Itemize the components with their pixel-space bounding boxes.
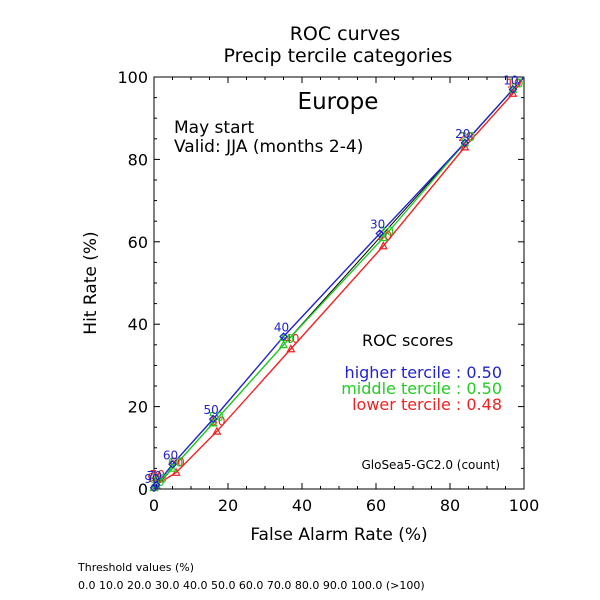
point-marker-higher-tercile — [208, 414, 218, 424]
point-marker-lower-tercile — [460, 142, 470, 151]
valid-label: Valid: JJA (months 2-4) — [174, 137, 363, 157]
point-marker-lower-tercile — [171, 467, 181, 476]
point-marker-lower-tercile — [508, 88, 518, 97]
x-tick-label: 40 — [292, 496, 312, 515]
threshold-label-lower-tercile: 10 — [506, 76, 521, 90]
model-label: GloSea5-GC2.0 (count) — [361, 458, 500, 472]
y-tick-label: 80 — [128, 150, 148, 169]
threshold-label-lower-tercile: 40 — [284, 332, 299, 346]
threshold-label-higher-tercile: 10 — [503, 73, 518, 87]
threshold-label-middle-tercile: 40 — [279, 332, 294, 346]
point-marker-lower-tercile — [212, 426, 222, 435]
threshold-values: 0.0 10.0 20.0 30.0 40.0 50.0 60.0 70.0 8… — [78, 579, 425, 592]
point-marker-middle-tercile — [208, 418, 218, 427]
threshold-heading: Threshold values (%) — [78, 561, 195, 574]
point-marker-middle-tercile — [378, 232, 388, 242]
y-tick-label: 100 — [117, 68, 148, 87]
y-axis-label: Hit Rate (%) — [81, 231, 101, 334]
x-tick-label: 0 — [149, 496, 159, 515]
region-label: Europe — [298, 89, 379, 115]
point-marker-middle-tercile — [278, 340, 289, 349]
x-tick-label: 60 — [366, 496, 386, 515]
point-marker-higher-tercile — [460, 138, 470, 148]
y-tick-label: 20 — [128, 398, 148, 417]
score-middle-tercile: middle tercile : 0.50 — [341, 379, 502, 398]
threshold-label-lower-tercile: 20 — [458, 130, 473, 144]
point-marker-middle-tercile — [167, 463, 178, 472]
threshold-label-higher-tercile: 50 — [204, 403, 219, 417]
chart-title: ROC curves — [290, 23, 401, 45]
y-tick-label: 40 — [128, 315, 148, 334]
threshold-label-higher-tercile: 40 — [274, 321, 289, 335]
y-tick-label: 0 — [138, 480, 148, 499]
point-marker-higher-tercile — [279, 332, 288, 341]
point-marker-lower-tercile — [378, 241, 388, 250]
threshold-label-higher-tercile: 60 — [163, 448, 178, 462]
roc-scores-heading: ROC scores — [362, 331, 453, 350]
x-tick-label: 20 — [218, 496, 238, 515]
x-tick-label: 80 — [440, 496, 460, 515]
point-marker-higher-tercile — [149, 483, 159, 493]
threshold-label-middle-tercile: 30 — [379, 225, 394, 239]
score-higher-tercile: higher tercile : 0.50 — [345, 363, 502, 382]
x-tick-label: 100 — [509, 496, 540, 515]
x-axis-label: False Alarm Rate (%) — [250, 525, 427, 545]
point-marker-higher-tercile — [151, 480, 161, 490]
chart-subtitle: Precip tercile categories — [224, 45, 453, 67]
threshold-label-higher-tercile: 30 — [370, 218, 385, 232]
point-marker-higher-tercile — [375, 229, 385, 238]
threshold-label-middle-tercile: 50 — [209, 410, 224, 424]
threshold-label-higher-tercile: 20 — [455, 127, 470, 141]
point-marker-higher-tercile — [168, 459, 177, 469]
threshold-label-lower-tercile: 90 — [147, 471, 162, 485]
y-tick-label: 60 — [128, 233, 148, 252]
threshold-label-higher-tercile: 70 — [147, 469, 162, 483]
threshold-label-lower-tercile: 70 — [150, 468, 165, 482]
threshold-label-lower-tercile: 50 — [210, 414, 225, 428]
start-label: May start — [174, 118, 254, 138]
threshold-label-middle-tercile: 60 — [168, 455, 183, 469]
score-lower-tercile: lower tercile : 0.48 — [352, 395, 502, 414]
point-marker-lower-tercile — [286, 344, 296, 353]
point-marker-higher-tercile — [508, 85, 518, 94]
